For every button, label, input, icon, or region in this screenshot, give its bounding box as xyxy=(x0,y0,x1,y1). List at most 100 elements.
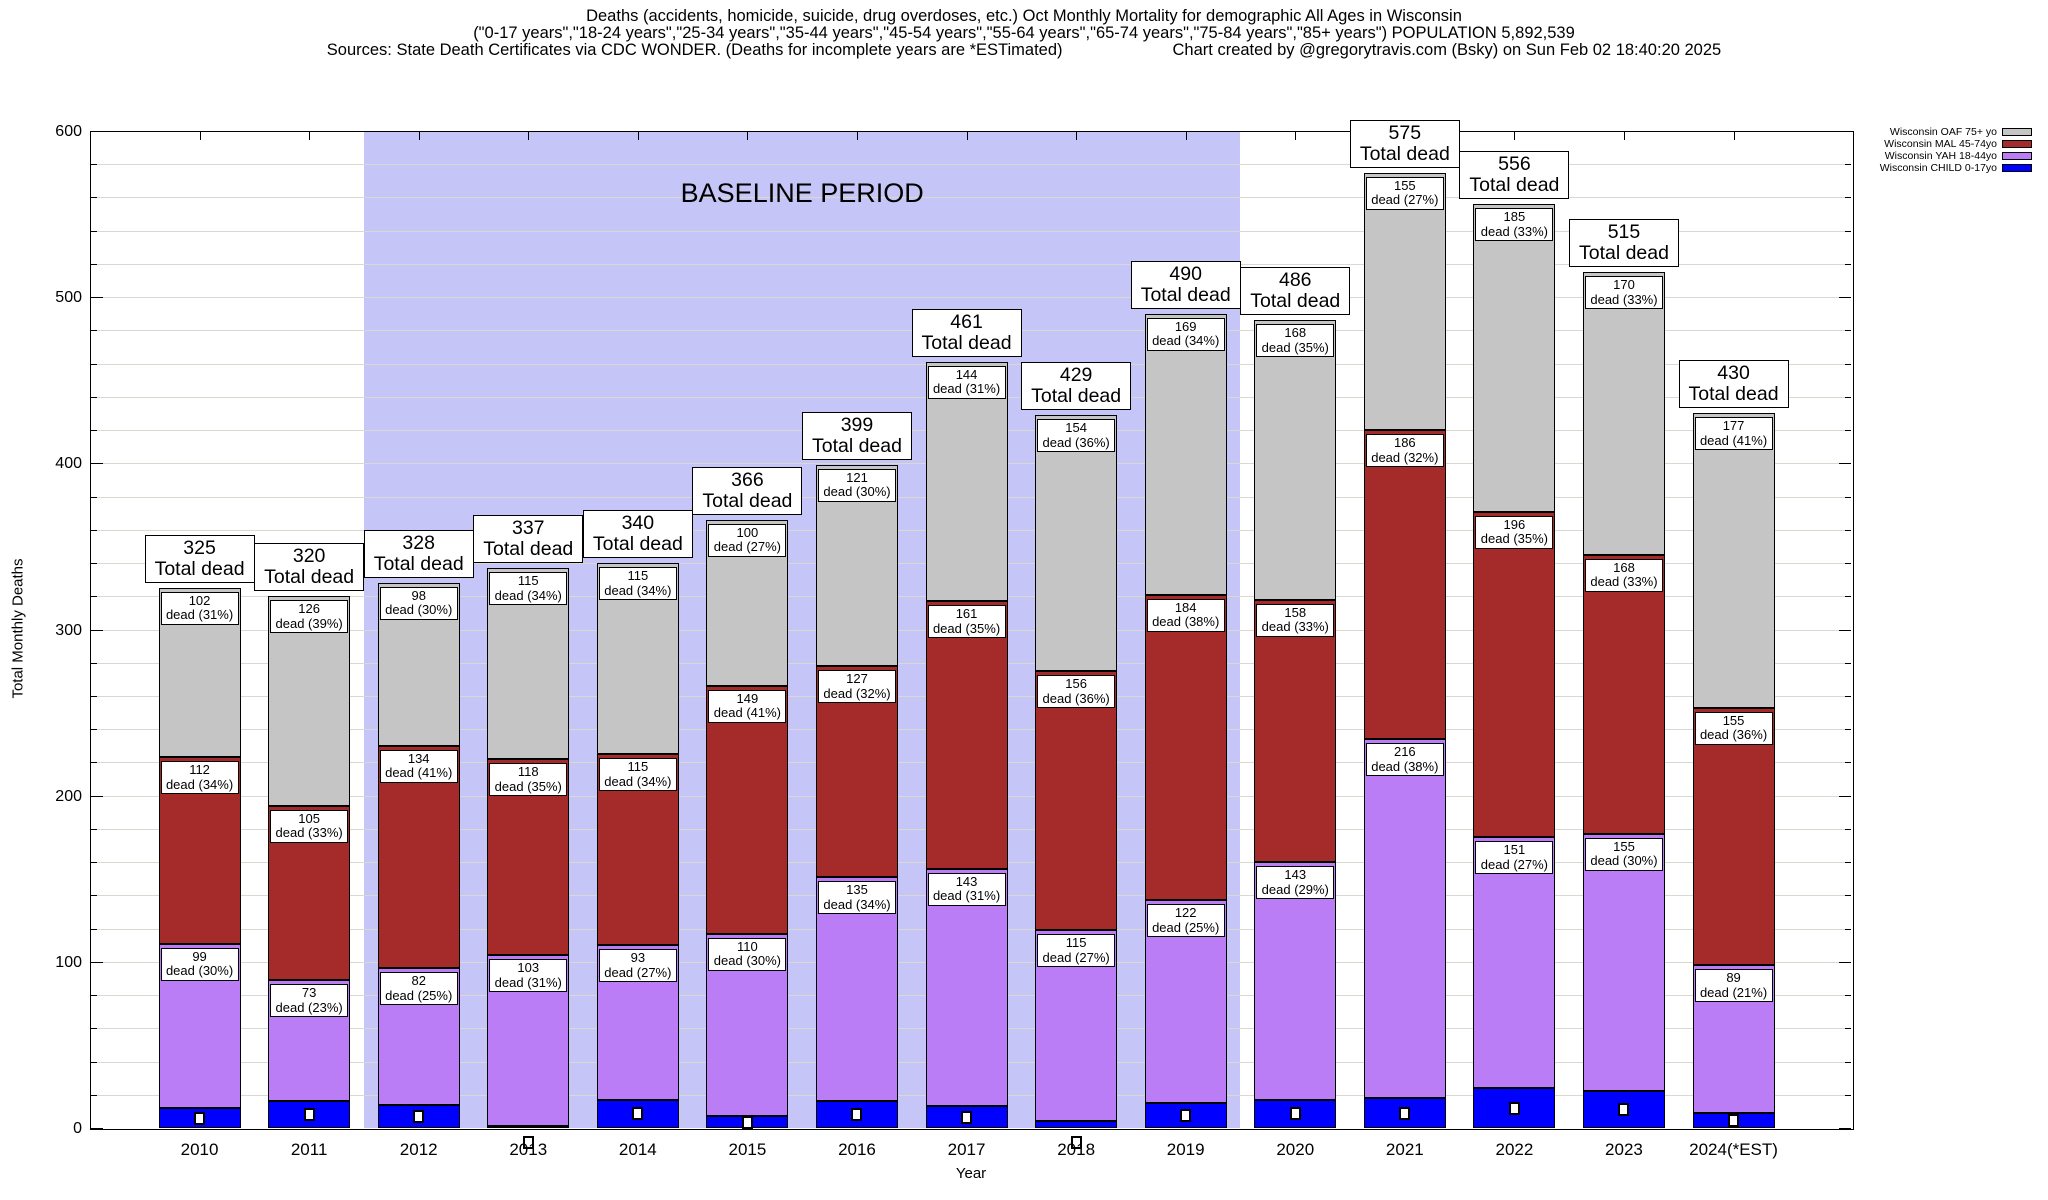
y-minor-tick-mark xyxy=(91,1028,97,1030)
x-tick-mark xyxy=(199,132,201,140)
bar-segment-2018-child xyxy=(1035,1121,1118,1128)
bar-segment-2024(*EST)-oaf xyxy=(1692,413,1775,708)
bar-segment-2017-oaf xyxy=(925,361,1008,602)
segment-label-2012-mal: 134 dead (41%) xyxy=(379,749,458,783)
segment-label-2021-mal: 186 dead (32%) xyxy=(1365,434,1444,468)
segment-label-2013-oaf: 115 dead (34%) xyxy=(489,572,568,606)
y-gridline xyxy=(91,164,1851,166)
y-minor-tick-mark xyxy=(1845,1061,1851,1063)
y-tick-label: 0 xyxy=(73,1120,82,1137)
segment-label-2018-oaf: 154 dead (36%) xyxy=(1037,419,1116,453)
segment-label-2020-oaf: 168 dead (35%) xyxy=(1256,324,1335,358)
segment-label-2015-mal: 149 dead (41%) xyxy=(708,689,787,723)
y-minor-tick-mark xyxy=(1845,762,1851,764)
bar-segment-2021-mal xyxy=(1363,430,1446,740)
y-gridline xyxy=(91,230,1851,232)
y-minor-tick-mark xyxy=(1845,662,1851,664)
segment-label-2021-oaf: 155 dead (27%) xyxy=(1365,176,1444,210)
bar-segment-2021-oaf xyxy=(1363,172,1446,431)
bar-segment-2020-mal xyxy=(1254,599,1337,863)
y-minor-tick-mark xyxy=(1845,563,1851,565)
child-segment-marker-2016 xyxy=(851,1108,863,1122)
legend-swatch-oaf xyxy=(2002,128,2032,136)
y-tick-mark xyxy=(91,961,103,963)
y-minor-tick-mark xyxy=(1845,330,1851,332)
x-tick-mark xyxy=(1076,132,1078,140)
child-segment-marker-2015 xyxy=(741,1115,753,1129)
x-tick-mark xyxy=(309,132,311,140)
x-tick-mark xyxy=(1185,132,1187,140)
bar-segment-2024(*EST)-mal xyxy=(1692,707,1775,966)
y-minor-tick-mark xyxy=(1845,1028,1851,1030)
y-minor-tick-mark xyxy=(91,596,97,598)
bar-segment-2020-yah xyxy=(1254,862,1337,1100)
bar-segment-2017-mal xyxy=(925,601,1008,869)
chart-title-block: Deaths (accidents, homicide, suicide, dr… xyxy=(0,8,2048,59)
y-minor-tick-mark xyxy=(1845,862,1851,864)
segment-label-2014-mal: 115 dead (34%) xyxy=(598,758,677,792)
total-label-2015: 366 Total dead xyxy=(692,466,803,515)
total-label-2014: 340 Total dead xyxy=(582,510,693,559)
x-tick-mark xyxy=(747,132,749,140)
segment-label-2014-oaf: 115 dead (34%) xyxy=(598,567,677,601)
bar-segment-2019-child xyxy=(1144,1103,1227,1128)
bar-segment-2023-oaf xyxy=(1582,272,1665,555)
y-minor-tick-mark xyxy=(91,695,97,697)
y-tick-mark xyxy=(91,1128,103,1129)
segment-label-2016-yah: 135 dead (34%) xyxy=(817,881,896,915)
y-minor-tick-mark xyxy=(91,928,97,930)
y-minor-tick-mark xyxy=(91,496,97,498)
segment-label-2010-oaf: 102 dead (31%) xyxy=(160,591,239,625)
x-tick-label-2017: 2017 xyxy=(947,1140,986,1159)
x-tick-mark xyxy=(966,132,968,140)
x-tick-mark xyxy=(1733,132,1735,140)
bar-segment-2020-oaf xyxy=(1254,320,1337,600)
x-tick-label-2016: 2016 xyxy=(838,1140,876,1159)
x-tick-label-2024(*EST): 2024(*EST) xyxy=(1689,1140,1778,1159)
y-tick-mark xyxy=(91,297,103,299)
bar-segment-2022-yah xyxy=(1473,837,1556,1089)
total-label-2024(*EST): 430 Total dead xyxy=(1678,360,1789,409)
bar-segment-2012-mal xyxy=(377,745,460,969)
y-tick-mark xyxy=(91,795,103,797)
legend-entry-oaf: Wisconsin OAF 75+ yo xyxy=(1830,126,2032,138)
legend: Wisconsin OAF 75+ yo Wisconsin MAL 45-74y… xyxy=(1830,126,2032,174)
x-tick-label-2010: 2010 xyxy=(180,1140,219,1159)
y-gridline xyxy=(91,297,1851,299)
chart-title-line2: ("0-17 years","18-24 years","25-34 years… xyxy=(473,24,1575,42)
y-tick-mark xyxy=(1839,629,1851,631)
segment-label-2015-oaf: 100 dead (27%) xyxy=(708,523,787,557)
segment-label-2024(*EST)-oaf: 177 dead (41%) xyxy=(1694,417,1773,451)
x-tick-label-2022: 2022 xyxy=(1495,1140,1534,1159)
bar-segment-2022-mal xyxy=(1473,511,1556,838)
bar-segment-2019-oaf xyxy=(1144,313,1227,595)
y-minor-tick-mark xyxy=(91,1061,97,1063)
total-label-2022: 556 Total dead xyxy=(1459,151,1570,200)
child-segment-marker-2011 xyxy=(303,1108,315,1122)
segment-label-2018-mal: 156 dead (36%) xyxy=(1037,675,1116,709)
y-minor-tick-mark xyxy=(1845,529,1851,531)
total-label-2020: 486 Total dead xyxy=(1240,267,1351,316)
y-minor-tick-mark xyxy=(1845,895,1851,897)
child-segment-marker-2024(*EST) xyxy=(1728,1114,1740,1128)
x-tick-mark xyxy=(1295,132,1297,140)
total-label-2012: 328 Total dead xyxy=(363,529,474,578)
y-tick-mark xyxy=(1839,131,1851,132)
y-tick-mark xyxy=(91,463,103,465)
child-segment-marker-2017 xyxy=(961,1110,973,1124)
y-minor-tick-mark xyxy=(1845,695,1851,697)
segment-label-2013-mal: 118 dead (35%) xyxy=(489,763,568,797)
total-label-2019: 490 Total dead xyxy=(1130,260,1241,309)
y-minor-tick-mark xyxy=(1845,1094,1851,1096)
segment-label-2023-oaf: 170 dead (33%) xyxy=(1584,276,1663,310)
y-minor-tick-mark xyxy=(1845,230,1851,232)
child-segment-marker-2019 xyxy=(1180,1109,1192,1123)
chart-sources-text: Sources: State Death Certificates via CD… xyxy=(326,41,1063,59)
x-tick-mark xyxy=(418,132,420,140)
y-minor-tick-mark xyxy=(91,263,97,265)
y-tick-mark xyxy=(1839,1128,1851,1129)
y-tick-mark xyxy=(1839,463,1851,465)
segment-label-2017-oaf: 144 dead (31%) xyxy=(927,365,1006,399)
child-segment-marker-2012 xyxy=(413,1109,425,1123)
segment-label-2021-yah: 216 dead (38%) xyxy=(1365,743,1444,777)
